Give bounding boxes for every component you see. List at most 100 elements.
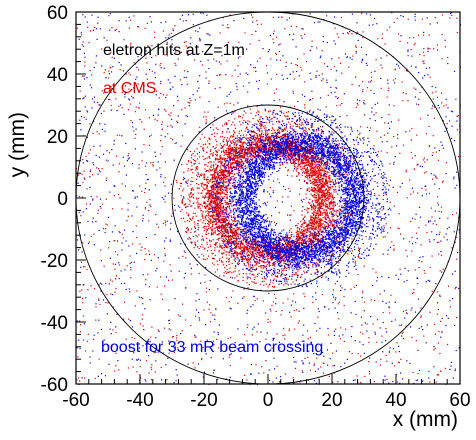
cms-hit-point bbox=[233, 156, 235, 158]
background-hit-point bbox=[402, 144, 405, 146]
background-hit-point bbox=[98, 169, 100, 171]
cms-hit-point bbox=[298, 231, 300, 233]
background-hit-point bbox=[293, 130, 295, 132]
background-hit-point bbox=[307, 225, 309, 227]
background-hit-point bbox=[268, 369, 270, 371]
cms-hit-point bbox=[188, 160, 190, 162]
background-hit-point bbox=[406, 312, 408, 314]
background-hit-point bbox=[195, 30, 197, 32]
cms-hit-point bbox=[314, 173, 316, 176]
cms-hit-point bbox=[197, 175, 199, 178]
background-hit-point bbox=[326, 65, 328, 67]
background-hit-point bbox=[335, 143, 337, 145]
background-hit-point bbox=[442, 147, 444, 149]
background-hit-point bbox=[287, 170, 289, 172]
cms-hit-point bbox=[236, 253, 238, 255]
cms-hit-point bbox=[238, 115, 240, 117]
background-hit-point bbox=[155, 90, 158, 92]
cms-hit-point bbox=[215, 192, 217, 194]
background-hit-point bbox=[108, 363, 110, 365]
background-hit-point bbox=[220, 246, 222, 248]
background-hit-point bbox=[269, 308, 271, 310]
cms-hit-point bbox=[214, 199, 216, 201]
cms-hit-point bbox=[223, 192, 225, 194]
background-hit-point bbox=[304, 95, 306, 97]
background-hit-point bbox=[445, 116, 447, 118]
cms-hit-point bbox=[302, 219, 304, 221]
background-hit-point bbox=[139, 359, 141, 361]
cms-hit-point bbox=[210, 218, 212, 220]
background-hit-point bbox=[258, 79, 260, 82]
cms-hit-point bbox=[198, 156, 201, 158]
background-hit-point bbox=[195, 300, 197, 302]
background-hit-point bbox=[371, 107, 373, 109]
background-hit-point bbox=[332, 365, 334, 367]
cms-hit-point bbox=[341, 188, 343, 190]
cms-hit-point bbox=[238, 227, 240, 229]
background-hit-point bbox=[113, 195, 115, 197]
background-hit-point bbox=[311, 40, 313, 42]
cms-hit-point bbox=[330, 192, 332, 194]
cms-hit-point bbox=[303, 171, 305, 173]
cms-hit-point bbox=[317, 186, 319, 188]
background-hit-point bbox=[322, 235, 324, 237]
cms-hit-point bbox=[316, 183, 318, 185]
background-hit-point bbox=[298, 310, 300, 312]
background-hit-point bbox=[202, 51, 204, 53]
cms-hit-point bbox=[347, 158, 349, 160]
cms-hit-point bbox=[234, 118, 236, 120]
background-hit-point bbox=[284, 334, 286, 336]
background-hit-point bbox=[411, 307, 413, 309]
cms-hit-point bbox=[254, 148, 256, 150]
cms-hit-point bbox=[293, 166, 296, 168]
background-hit-point bbox=[355, 76, 357, 78]
cms-hit-point bbox=[268, 147, 270, 149]
background-hit-point bbox=[246, 379, 248, 381]
background-hit-point bbox=[393, 161, 395, 163]
cms-hit-point bbox=[228, 155, 230, 157]
cms-hit-point bbox=[317, 206, 319, 208]
background-hit-point bbox=[123, 318, 125, 320]
background-hit-point bbox=[256, 20, 258, 22]
background-hit-point bbox=[299, 127, 301, 129]
background-hit-point bbox=[108, 152, 110, 154]
background-hit-point bbox=[386, 96, 388, 98]
background-hit-point bbox=[231, 277, 234, 279]
background-hit-point bbox=[372, 268, 374, 270]
background-hit-point bbox=[156, 348, 158, 350]
background-hit-point bbox=[389, 312, 391, 314]
cms-hit-point bbox=[232, 151, 234, 153]
cms-hit-point bbox=[217, 263, 219, 266]
background-hit-point bbox=[354, 300, 356, 302]
background-hit-point bbox=[176, 182, 178, 184]
cms-hit-point bbox=[327, 184, 329, 186]
cms-hit-point bbox=[206, 241, 208, 243]
cms-hit-point bbox=[221, 213, 223, 215]
background-hit-point bbox=[164, 177, 166, 179]
cms-hit-point bbox=[315, 184, 317, 187]
cms-hit-point bbox=[299, 148, 301, 150]
background-hit-point bbox=[383, 134, 385, 136]
background-hit-point bbox=[385, 223, 387, 225]
cms-hit-point bbox=[224, 171, 226, 173]
background-hit-point bbox=[141, 190, 143, 192]
background-hit-point bbox=[100, 328, 103, 330]
cms-hit-point bbox=[230, 187, 232, 189]
background-hit-point bbox=[161, 379, 163, 381]
background-hit-point bbox=[119, 232, 121, 234]
background-hit-point bbox=[192, 216, 194, 218]
background-hit-point bbox=[210, 312, 212, 314]
cms-hit-point bbox=[311, 212, 313, 214]
cms-hit-point bbox=[258, 141, 260, 144]
cms-hit-point bbox=[305, 238, 307, 240]
cms-hit-point bbox=[272, 132, 274, 134]
background-hit-point bbox=[376, 23, 378, 25]
background-hit-point bbox=[246, 48, 248, 50]
cms-hit-point bbox=[186, 231, 188, 233]
background-hit-point bbox=[432, 178, 434, 180]
cms-hit-point bbox=[322, 167, 324, 169]
background-hit-point bbox=[376, 341, 378, 343]
background-hit-point bbox=[156, 119, 158, 122]
background-hit-point bbox=[418, 104, 420, 106]
background-hit-point bbox=[428, 220, 430, 222]
